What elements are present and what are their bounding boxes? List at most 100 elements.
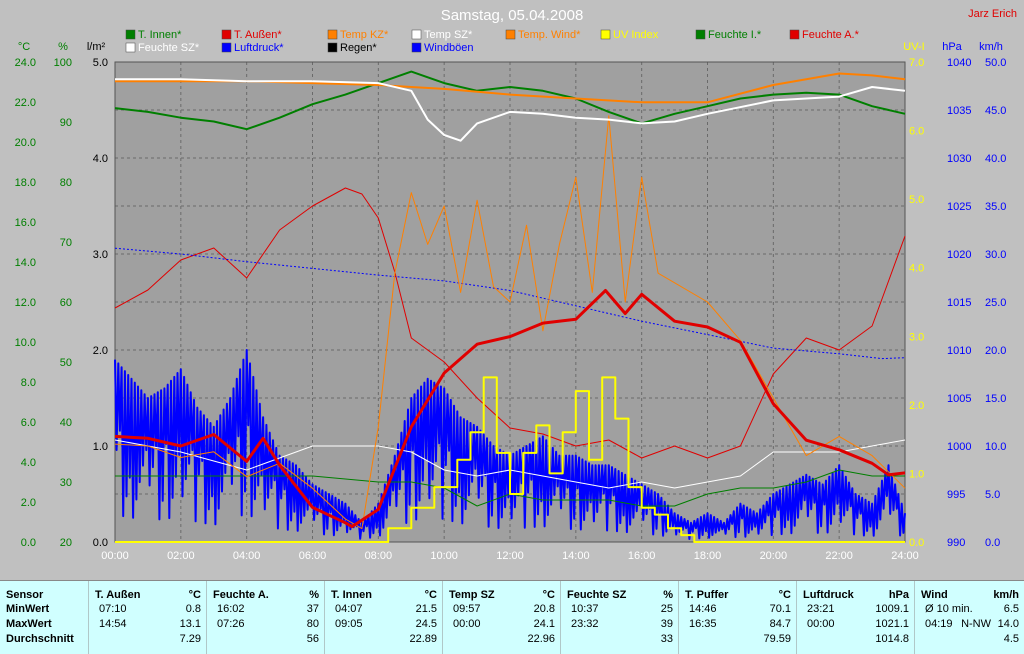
stats-average: 22.96 — [527, 633, 555, 645]
stats-unit: °C — [778, 589, 791, 601]
series-line-feuchte-a — [114, 187, 906, 459]
stats-row-label: Durchschnitt — [6, 633, 82, 647]
axis-tick-label: 10.0 — [15, 337, 36, 349]
stats-max-time: 07:26 — [217, 618, 245, 630]
legend-label: Temp. Wind* — [518, 29, 581, 41]
x-tick-label: 00:00 — [101, 550, 129, 562]
stats-max-row: 00:00 24.1 — [449, 618, 555, 632]
axis-unit-label: l/m² — [87, 41, 106, 53]
stats-max-time: 09:05 — [335, 618, 363, 630]
stats-max-time: 14:54 — [99, 618, 127, 630]
stats-max-value: 80 — [306, 618, 319, 630]
stats-row-label: MinWert — [6, 603, 82, 617]
stats-average: 56 — [306, 633, 319, 645]
stats-column: T. Außen °C 07:10 0.8 14:54 13.1 7.29 — [88, 581, 207, 654]
stats-min-row: 10:37 25 — [567, 603, 673, 617]
stats-min-value: 70.1 — [769, 603, 791, 615]
stats-max-row: 14:54 13.1 — [95, 618, 201, 632]
stats-min-value: 21.5 — [415, 603, 437, 615]
stats-sensor-name: T. Außen — [95, 589, 141, 601]
x-tick-label: 24:00 — [891, 550, 919, 562]
stats-label: Durchschnitt — [6, 633, 74, 645]
legend-swatch — [411, 29, 422, 40]
axis-tick-label: 20 — [60, 537, 72, 549]
axis-tick-label: 1040 — [947, 57, 971, 69]
weather-chart: Samstag, 05.04.2008 Jarz Erich T. Innen*… — [14, 7, 1017, 562]
axis-tick-label: 0.0 — [21, 537, 36, 549]
axis-tick-label: 60 — [60, 297, 72, 309]
x-tick-label: 16:00 — [628, 550, 656, 562]
axis-tick-label: 14.0 — [15, 257, 36, 269]
axis-tick-label: 40.0 — [985, 153, 1006, 165]
stats-unit: hPa — [888, 589, 909, 601]
legend-label: Feuchte I.* — [708, 29, 762, 41]
stats-min-row: 04:07 21.5 — [331, 603, 437, 617]
stats-avg-row: 1014.8 — [803, 633, 909, 647]
axis-tick-label: 12.0 — [15, 297, 36, 309]
stats-avg-row: 33 — [567, 633, 673, 647]
series-line-uv-index — [115, 376, 905, 543]
legend-label: T. Außen* — [234, 29, 282, 41]
stats-min-row: 07:10 0.8 — [95, 603, 201, 617]
plot-border — [114, 61, 906, 543]
stats-max-value: 24.1 — [533, 618, 555, 630]
axis-tick-label: 995 — [947, 489, 965, 501]
stats-min-time: 04:07 — [335, 603, 363, 615]
stats-label-column: Sensor MinWert MaxWert Durchschnitt — [0, 581, 88, 654]
x-tick-label: 12:00 — [496, 550, 524, 562]
axis-tick-label: 2.0 — [909, 400, 924, 412]
legend-swatch — [695, 29, 706, 40]
axis-tick-label: 2.0 — [93, 345, 108, 357]
stats-min-value: 6.5 — [1003, 603, 1019, 615]
series-layer — [114, 70, 906, 543]
stats-average: 7.29 — [179, 633, 201, 645]
stats-average: 33 — [660, 633, 673, 645]
stats-max-row: 07:26 80 — [213, 618, 319, 632]
legend-swatch — [327, 42, 338, 53]
stats-max-value: 24.5 — [415, 618, 437, 630]
legend-label: Feuchte A.* — [802, 29, 860, 41]
stats-max-time: 00:00 — [807, 618, 835, 630]
x-tick-label: 08:00 — [365, 550, 393, 562]
axis-tick-label: 5.0 — [909, 194, 924, 206]
axis-tick-label: 5.0 — [93, 57, 108, 69]
stats-avg-row: 7.29 — [95, 633, 201, 647]
stats-max-direction: N-NW — [961, 618, 991, 630]
stats-unit: °C — [188, 589, 201, 601]
stats-sensor-name: Feuchte SZ — [567, 589, 627, 601]
stats-avg-row: 22.96 — [449, 633, 555, 647]
series-line-feuchte-i — [115, 469, 905, 507]
x-tick-label: 14:00 — [562, 550, 590, 562]
axis-tick-label: 22.0 — [15, 97, 36, 109]
stats-label: Sensor — [6, 589, 44, 601]
stats-max-time: 00:00 — [453, 618, 481, 630]
legend-label: Temp KZ* — [340, 29, 389, 41]
stats-average: 22.89 — [409, 633, 437, 645]
legend-swatch — [600, 29, 611, 40]
axis-tick-label: 100 — [54, 57, 72, 69]
stats-min-value: 1009.1 — [875, 603, 909, 615]
stats-max-row: 16:35 84.7 — [685, 618, 791, 632]
legend-label: T. Innen* — [138, 29, 182, 41]
stats-label: MaxWert — [6, 618, 52, 630]
stats-avg-row: 4.5 — [921, 633, 1019, 647]
stats-column: Temp SZ °C 09:57 20.8 00:00 24.1 22.96 — [442, 581, 561, 654]
axis-tick-label: 1020 — [947, 249, 971, 261]
stats-min-row: 14:46 70.1 — [685, 603, 791, 617]
stats-unit: °C — [542, 589, 555, 601]
axis-tick-label: 30.0 — [985, 249, 1006, 261]
stats-sensor-name: T. Innen — [331, 589, 372, 601]
axis-tick-label: 35.0 — [985, 201, 1006, 213]
legend-label: Luftdruck* — [234, 42, 284, 54]
stats-max-value: 14.0 — [997, 618, 1019, 630]
stats-min-time: 23:21 — [807, 603, 835, 615]
stats-min-time: 09:57 — [453, 603, 481, 615]
axis-tick-label: 24.0 — [15, 57, 36, 69]
stats-max-row: 04:19 N-NW 14.0 — [921, 618, 1019, 632]
stats-unit: km/h — [993, 589, 1019, 601]
axis-unit-label: km/h — [979, 41, 1003, 53]
x-tick-label: 02:00 — [167, 550, 195, 562]
legend-label: Windböen — [424, 42, 474, 54]
axis-tick-label: 30 — [60, 477, 72, 489]
axis-tick-label: 8.0 — [21, 377, 36, 389]
